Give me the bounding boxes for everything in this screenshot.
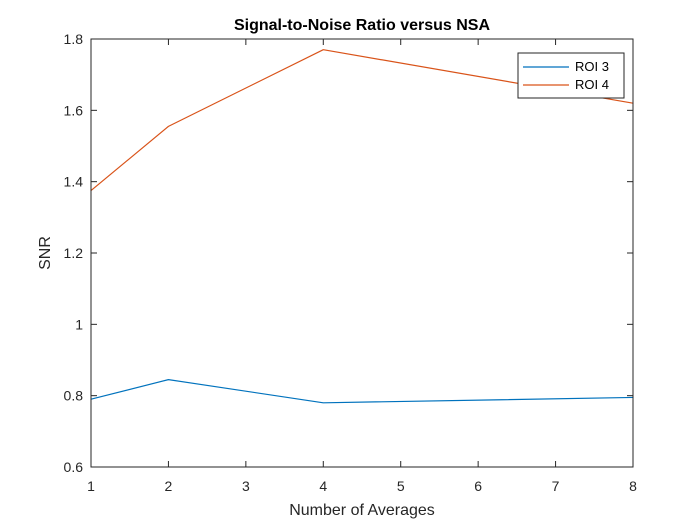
y-tick-label: 1.2	[64, 245, 84, 261]
series-layer	[90, 49, 634, 404]
x-tick-label: 5	[397, 478, 405, 494]
x-tick-label: 1	[87, 478, 95, 494]
y-tick-label: 1.6	[64, 102, 84, 118]
y-tick-label: 0.8	[64, 388, 84, 404]
y-tick-label: 1	[75, 316, 83, 332]
y-axis-label: SNR	[37, 236, 54, 270]
legend-label-roi-3: ROI 3	[575, 59, 609, 74]
series-line-roi-3	[90, 379, 634, 404]
plot-area	[91, 39, 633, 467]
ticks-layer	[90, 38, 634, 468]
legend-label-roi-4: ROI 4	[575, 77, 609, 92]
x-tick-label: 8	[629, 478, 637, 494]
legend-box	[517, 52, 625, 99]
series-line-roi-4	[90, 49, 634, 192]
y-tick-label: 0.6	[64, 459, 84, 475]
chart-title: Signal-to-Noise Ratio versus NSA	[234, 17, 490, 34]
y-tick-label: 1.8	[64, 31, 84, 47]
tick-labels-layer: 1 2 3 4 5 6 7 8 0.6 0.8 1 1.2 1.4 1.6 1.8	[64, 31, 638, 494]
x-tick-label: 4	[319, 478, 327, 494]
x-tick-label: 3	[242, 478, 250, 494]
x-tick-label: 2	[165, 478, 173, 494]
x-tick-label: 6	[474, 478, 482, 494]
x-axis-label: Number of Averages	[289, 502, 435, 519]
y-tick-label: 1.4	[64, 174, 84, 190]
x-tick-label: 7	[552, 478, 560, 494]
legend: ROI 3 ROI 4	[517, 52, 625, 99]
